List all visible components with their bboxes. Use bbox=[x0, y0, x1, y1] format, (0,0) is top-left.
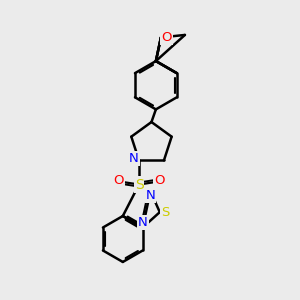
Text: O: O bbox=[154, 174, 165, 187]
Text: O: O bbox=[113, 174, 124, 187]
Text: S: S bbox=[135, 178, 143, 191]
Text: N: N bbox=[138, 216, 148, 229]
Text: O: O bbox=[161, 31, 172, 44]
Text: N: N bbox=[129, 152, 139, 165]
Text: N: N bbox=[146, 189, 155, 203]
Text: S: S bbox=[161, 206, 170, 219]
